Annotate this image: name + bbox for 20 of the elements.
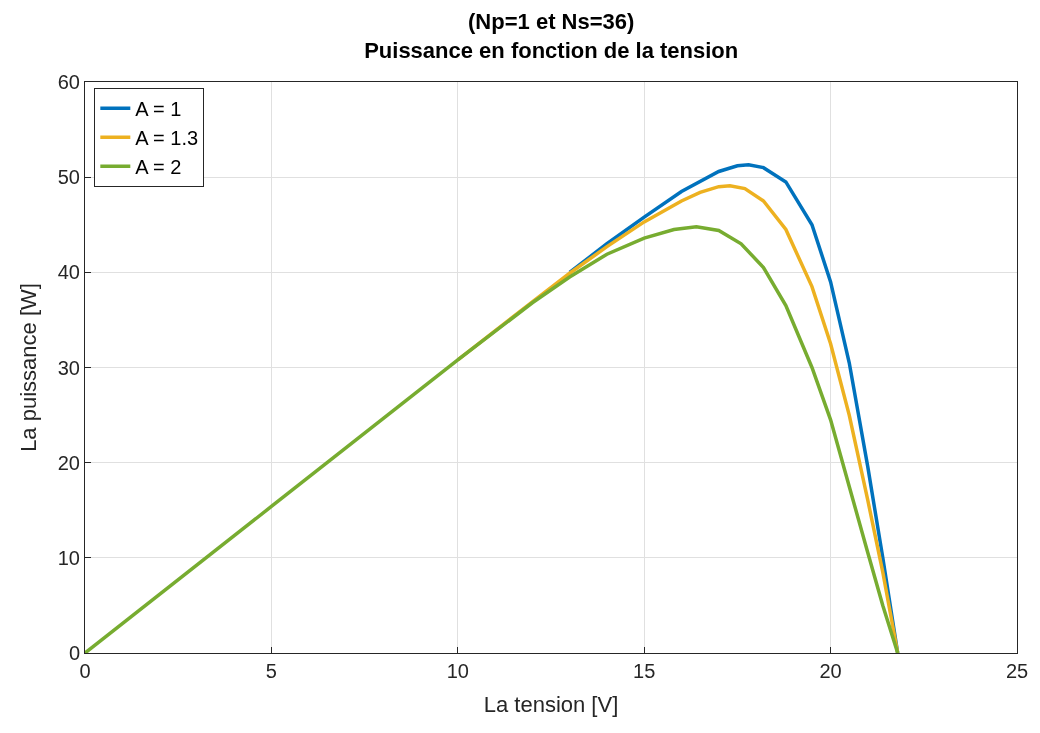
- x-tick-label: 25: [1005, 660, 1029, 682]
- y-tick-label: 60: [57, 71, 80, 93]
- legend-label: A = 1: [135, 98, 182, 121]
- x-tick-label: 15: [633, 660, 656, 682]
- x-axis-title: La tension [V]: [483, 691, 619, 717]
- x-tick-label: 20: [819, 660, 842, 682]
- chart-title: (Np=1 et Ns=36): [468, 9, 635, 35]
- chart-subtitle: Puissance en fonction de la tension: [364, 37, 739, 63]
- y-tick-label: 10: [57, 546, 80, 569]
- y-tick-label: 50: [57, 166, 80, 189]
- x-tick-label: 10: [446, 660, 469, 682]
- line-series: [85, 224, 900, 653]
- y-tick-label: 30: [57, 356, 80, 379]
- legend-label: A = 2: [135, 156, 182, 179]
- y-tick-label: 20: [57, 451, 80, 474]
- y-axis-title: La puissance [W]: [15, 283, 41, 452]
- y-tick-label: 0: [68, 642, 80, 664]
- y-tick-label: 40: [57, 261, 80, 284]
- legend-label: A = 1.3: [135, 127, 199, 150]
- x-tick-label: 5: [265, 660, 277, 682]
